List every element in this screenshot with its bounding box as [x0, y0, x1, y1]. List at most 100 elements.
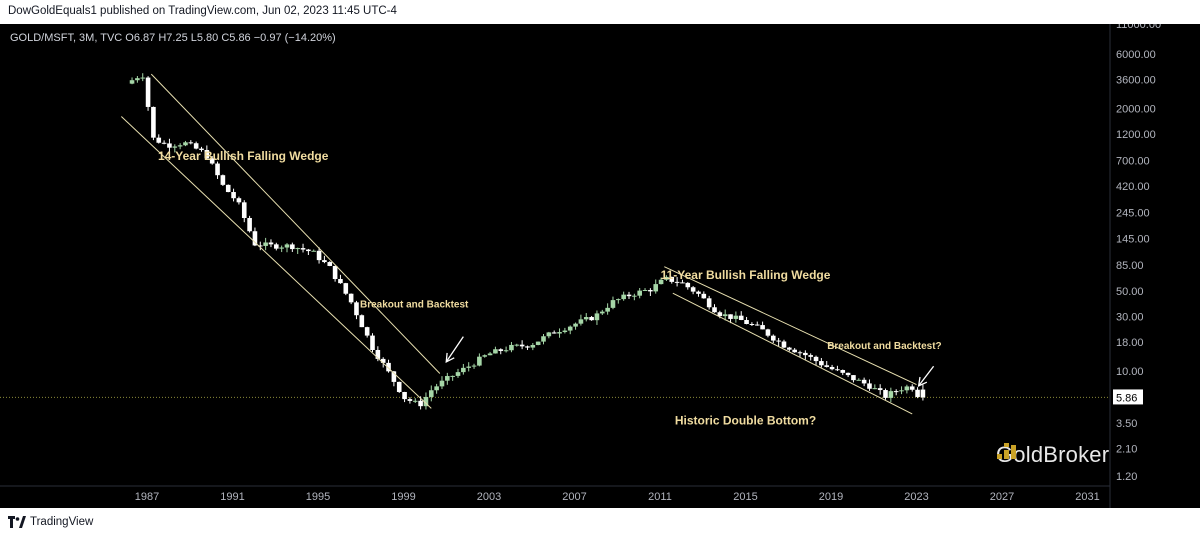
x-tick-label: 2019 — [819, 491, 843, 503]
wedge-upper-line — [150, 73, 441, 374]
candle-body — [193, 143, 199, 149]
candle-body — [872, 388, 878, 390]
candle-body — [797, 352, 803, 354]
candle-body — [722, 314, 728, 317]
candle-body — [407, 399, 413, 401]
candle-body — [685, 282, 691, 288]
candle-body — [770, 335, 776, 341]
candle-body — [749, 323, 755, 325]
candle-body — [263, 242, 268, 246]
candle-body — [621, 294, 626, 300]
candle-body — [354, 302, 359, 316]
y-tick-label: 3.50 — [1116, 418, 1137, 430]
candle-body — [498, 349, 504, 351]
candle-body — [690, 287, 696, 292]
candle-body — [306, 249, 311, 252]
candle-body — [920, 389, 926, 398]
last-price-label-box — [1113, 389, 1143, 405]
candle-body — [231, 192, 236, 199]
y-tick-label: 1200.00 — [1116, 129, 1156, 141]
candle-body — [311, 250, 317, 252]
candle-body — [915, 389, 920, 397]
candle-body — [738, 315, 744, 321]
chart-area[interactable]: 11000.00 6000.00 3600.00 2000.00 1200.00 700.… — [0, 24, 1200, 508]
x-tick-label: 1991 — [220, 491, 244, 503]
candle-body — [348, 293, 354, 303]
candle-body — [412, 400, 418, 402]
candle-body — [728, 314, 733, 319]
candle-body — [867, 383, 872, 389]
candle-body — [883, 390, 888, 398]
x-tick-label: 1987 — [135, 491, 159, 503]
candle-body — [247, 218, 252, 232]
annotation-label: 14-Year Bullish Falling Wedge — [158, 149, 329, 163]
candle-body — [899, 390, 904, 392]
candle-body — [803, 352, 808, 356]
candle-body — [225, 184, 231, 193]
candle-body — [792, 349, 797, 353]
candle-body — [819, 361, 824, 366]
candle-body — [856, 379, 862, 381]
candle-body — [487, 353, 493, 356]
candle-body — [461, 367, 466, 373]
y-tick-label: 3600.00 — [1116, 74, 1156, 86]
price-chart[interactable]: 11000.00 6000.00 3600.00 2000.00 1200.00 700.… — [0, 24, 1200, 508]
candle-body — [551, 332, 557, 334]
candle-body — [450, 375, 455, 377]
annotation-label: Breakout and Backtest — [360, 299, 469, 310]
candle-body — [386, 362, 391, 372]
candle-body — [733, 315, 739, 319]
candle-body — [589, 317, 594, 321]
candle-body — [840, 370, 846, 373]
candle-body — [455, 372, 461, 376]
candle-body — [706, 298, 712, 308]
candle-body — [893, 391, 899, 393]
candle-body — [364, 327, 370, 336]
candle-body — [284, 244, 290, 248]
wedge-lower-line — [672, 292, 913, 415]
candle-body — [343, 283, 349, 294]
x-tick-label: 2027 — [990, 491, 1014, 503]
candle-body — [760, 325, 765, 330]
x-tick-label: 2031 — [1075, 491, 1099, 503]
wedge-lower-line — [121, 116, 432, 409]
candle-body — [909, 386, 915, 390]
candle-body — [664, 276, 669, 280]
annotation-arrow — [918, 365, 935, 387]
y-tick-label: 420.00 — [1116, 181, 1150, 193]
candle-body — [209, 158, 215, 164]
y-tick-label: 6000.00 — [1116, 49, 1156, 61]
candle-body — [370, 335, 375, 350]
tradingview-logo: TradingView — [8, 516, 93, 528]
candle-body — [423, 396, 429, 407]
annotation-label: Breakout and Backtest? — [827, 341, 941, 352]
candle-body — [637, 290, 642, 296]
candle-body — [562, 330, 568, 333]
candle-body — [674, 281, 680, 283]
candle-body — [167, 143, 172, 148]
candle-body — [300, 248, 306, 250]
candle-body — [503, 350, 509, 352]
candle-body — [471, 365, 477, 367]
candle-body — [648, 290, 653, 292]
annotation-label: Historic Double Bottom? — [675, 413, 816, 427]
candle-body — [439, 380, 445, 387]
candle-body — [204, 150, 210, 159]
candle-body — [220, 175, 226, 185]
publisher-line: DowGoldEquals1 published on TradingView.… — [8, 5, 397, 17]
candle-body — [418, 400, 423, 407]
candle-body — [765, 329, 771, 336]
candle-body — [583, 317, 589, 320]
candle-body — [680, 282, 685, 284]
candle-body — [658, 279, 664, 285]
candle-body — [642, 290, 648, 292]
candle-body — [904, 386, 910, 391]
candle-body — [172, 146, 178, 148]
candle-body — [557, 332, 562, 334]
candle-body — [567, 326, 573, 331]
candle-body — [541, 336, 546, 342]
footer-bar: TradingView — [0, 508, 1200, 536]
candle-body — [824, 365, 830, 367]
candle-body — [380, 358, 386, 363]
y-tick-label: 245.00 — [1116, 207, 1150, 219]
